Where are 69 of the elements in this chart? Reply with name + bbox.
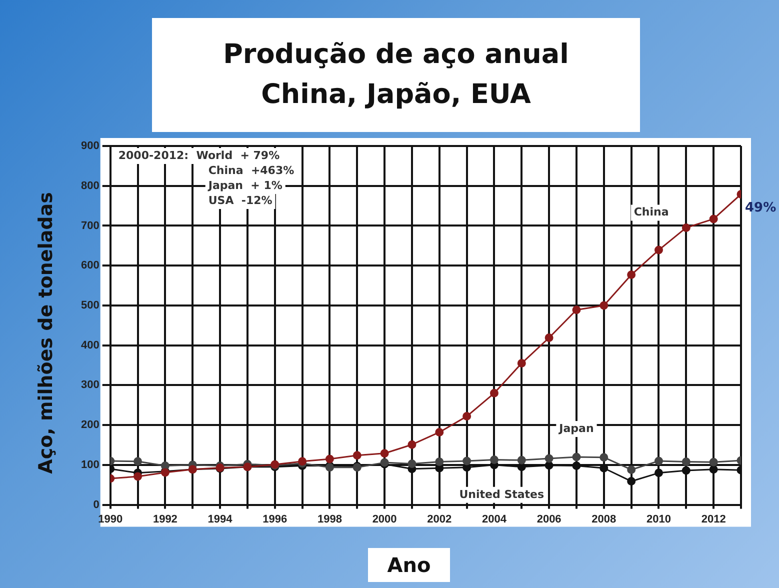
point	[462, 412, 472, 421]
point	[160, 461, 170, 470]
x-tick-label: 1996	[262, 513, 288, 526]
y-tick-label: 600	[80, 260, 100, 272]
x-tick-label: 1998	[317, 513, 342, 526]
point	[572, 306, 581, 314]
point	[709, 465, 718, 474]
point	[490, 388, 498, 398]
point	[352, 451, 362, 460]
point	[408, 440, 416, 449]
point	[490, 456, 498, 464]
point	[654, 468, 663, 478]
y-tick-label: 400	[80, 339, 100, 352]
point	[627, 270, 636, 280]
y-tick-label: 200	[80, 419, 100, 432]
point	[654, 456, 663, 466]
y-axis-title: Aço, milhões de toneladas	[35, 192, 57, 474]
series-label: Japan	[558, 422, 594, 435]
point	[627, 477, 636, 486]
y-tick-label: 500	[80, 300, 100, 312]
annotation: China +463%	[208, 164, 294, 177]
y-tick-label: 0	[93, 498, 100, 511]
x-tick-label: 2000	[372, 513, 397, 526]
point	[600, 301, 608, 310]
point	[408, 459, 416, 468]
point	[462, 456, 472, 466]
point	[134, 472, 142, 481]
point	[517, 462, 526, 472]
point	[682, 223, 690, 232]
point	[435, 428, 444, 436]
point	[517, 456, 526, 464]
y-tick-label: 300	[80, 379, 100, 392]
point	[709, 458, 718, 466]
chart-title: Produção de aço anual	[223, 38, 569, 72]
point	[627, 465, 636, 474]
x-axis-title: Ano	[368, 548, 450, 582]
point	[709, 214, 718, 224]
point	[517, 359, 526, 368]
y-tick-label: 800	[80, 180, 100, 192]
x-tick-label: 2010	[646, 513, 671, 526]
point	[572, 452, 581, 462]
x-tick-label: 2002	[427, 513, 452, 526]
point	[544, 461, 554, 470]
point	[682, 457, 690, 466]
point	[325, 454, 334, 464]
y-tick-label: 100	[80, 458, 100, 471]
point	[544, 454, 554, 463]
chart-subtitle: China, Japão, EUA	[261, 78, 531, 112]
point	[654, 246, 663, 254]
x-tick-label: 2012	[701, 513, 726, 526]
x-tick-label: 1994	[208, 513, 234, 526]
annotation: 2000-2012: World + 79%	[118, 148, 280, 162]
point	[572, 461, 581, 470]
x-tick-label: 1992	[152, 513, 178, 526]
point	[682, 466, 690, 475]
point	[435, 457, 444, 466]
point	[544, 334, 554, 342]
point	[134, 457, 142, 466]
annotation: Japan + 1%	[207, 178, 282, 192]
series-label: China	[634, 206, 669, 219]
point	[380, 449, 389, 458]
annotation: USA -12%	[208, 194, 272, 207]
x-tick-label: 2006	[536, 513, 562, 526]
y-tick-label: 700	[80, 220, 100, 232]
series-label: United States	[459, 488, 545, 501]
point	[600, 453, 608, 462]
y-tick-label: 900	[80, 140, 100, 152]
x-tick-label: 2008	[592, 513, 616, 526]
x-tick-label: 2004	[482, 513, 508, 526]
